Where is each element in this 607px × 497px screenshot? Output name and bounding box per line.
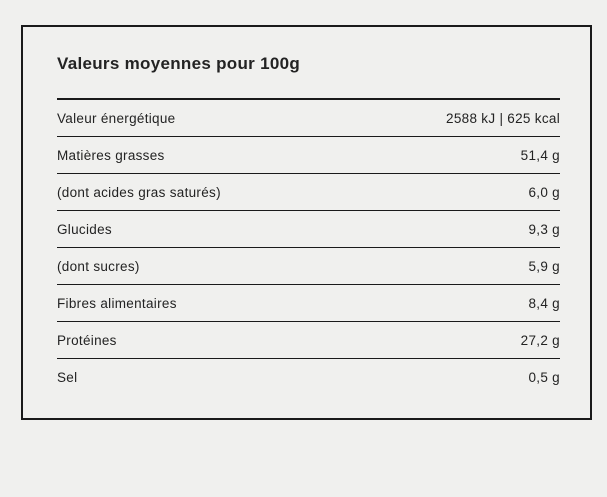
nutrient-value: 5,9 g <box>528 258 560 274</box>
nutrient-value: 2588 kJ | 625 kcal <box>446 110 560 126</box>
nutrient-label: (dont sucres) <box>57 258 140 274</box>
nutrient-value: 27,2 g <box>520 332 560 348</box>
nutrient-label: (dont acides gras saturés) <box>57 184 221 200</box>
table-row: Sel 0,5 g <box>57 359 560 395</box>
nutrient-value: 6,0 g <box>528 184 560 200</box>
nutrition-table: Valeur énergétique 2588 kJ | 625 kcal Ma… <box>57 98 560 395</box>
nutrition-facts-content: Valeurs moyennes pour 100g Valeur énergé… <box>23 27 590 395</box>
nutrient-label: Fibres alimentaires <box>57 295 177 311</box>
table-row: (dont acides gras saturés) 6,0 g <box>57 174 560 211</box>
table-row: Fibres alimentaires 8,4 g <box>57 285 560 322</box>
nutrient-value: 0,5 g <box>528 369 560 385</box>
nutrient-label: Valeur énergétique <box>57 110 176 126</box>
table-row: Glucides 9,3 g <box>57 211 560 248</box>
nutrient-value: 8,4 g <box>528 295 560 311</box>
nutrient-value: 9,3 g <box>528 221 560 237</box>
nutrient-value: 51,4 g <box>520 147 560 163</box>
nutrition-facts-card: Valeurs moyennes pour 100g Valeur énergé… <box>21 25 592 420</box>
table-row: (dont sucres) 5,9 g <box>57 248 560 285</box>
nutrition-table-title: Valeurs moyennes pour 100g <box>57 54 301 73</box>
table-row: Matières grasses 51,4 g <box>57 137 560 174</box>
nutrient-label: Glucides <box>57 221 112 237</box>
table-row: Protéines 27,2 g <box>57 322 560 359</box>
table-row: Valeur énergétique 2588 kJ | 625 kcal <box>57 100 560 137</box>
nutrient-label: Sel <box>57 369 78 385</box>
nutrient-label: Matières grasses <box>57 147 165 163</box>
nutrient-label: Protéines <box>57 332 117 348</box>
